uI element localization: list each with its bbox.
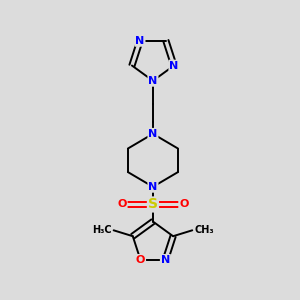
Text: O: O (179, 200, 188, 209)
Text: S: S (148, 197, 158, 212)
Text: N: N (135, 36, 145, 46)
Text: CH₃: CH₃ (195, 225, 214, 235)
Text: H₃C: H₃C (92, 225, 111, 235)
Text: N: N (148, 182, 158, 192)
Text: N: N (169, 61, 178, 70)
Text: N: N (148, 129, 158, 139)
Text: O: O (136, 255, 145, 265)
Text: N: N (148, 76, 158, 86)
Text: O: O (117, 200, 127, 209)
Text: N: N (161, 255, 170, 265)
